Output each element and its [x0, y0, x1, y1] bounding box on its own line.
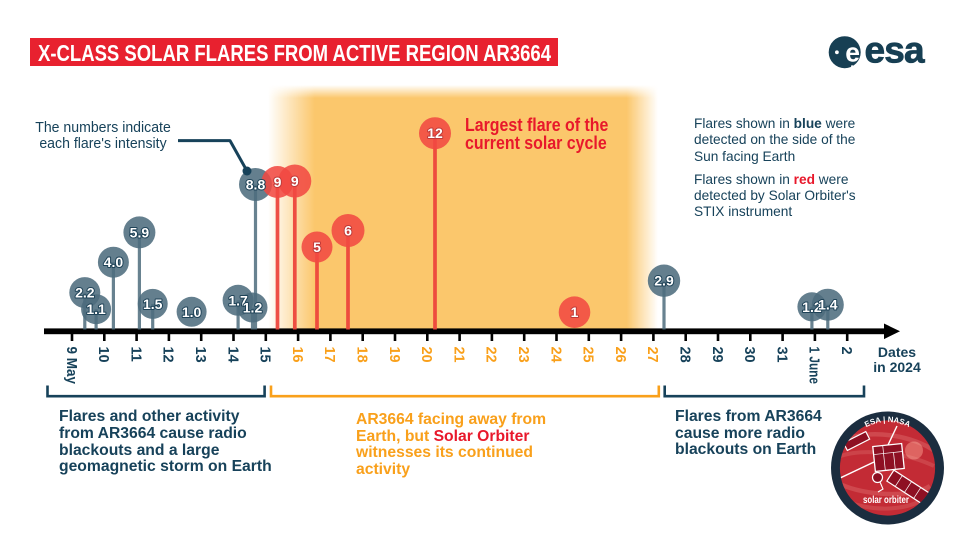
svg-text:1.2: 1.2 — [802, 299, 822, 315]
svg-text:e: e — [845, 38, 860, 68]
svg-text:18: 18 — [354, 347, 370, 363]
svg-text:1.0: 1.0 — [182, 304, 202, 320]
svg-text:15: 15 — [257, 347, 273, 363]
svg-text:22: 22 — [483, 347, 499, 363]
svg-text:30: 30 — [741, 347, 757, 363]
svg-text:8.8: 8.8 — [246, 177, 266, 193]
svg-text:9 May: 9 May — [63, 347, 79, 385]
svg-text:12: 12 — [160, 347, 176, 363]
svg-text:2.9: 2.9 — [654, 273, 674, 289]
svg-text:27: 27 — [644, 347, 660, 363]
svg-text:solar orbiter: solar orbiter — [863, 495, 909, 506]
svg-text:9: 9 — [291, 173, 299, 189]
svg-text:20: 20 — [418, 347, 434, 363]
svg-text:1 June: 1 June — [806, 347, 822, 385]
svg-text:13: 13 — [192, 347, 208, 363]
svg-text:4.0: 4.0 — [104, 254, 124, 270]
svg-text:1.5: 1.5 — [143, 296, 163, 312]
svg-text:esa: esa — [865, 29, 926, 70]
svg-text:1.4: 1.4 — [818, 297, 838, 313]
svg-text:5: 5 — [313, 239, 321, 255]
svg-text:17: 17 — [321, 347, 337, 363]
svg-text:31: 31 — [773, 347, 789, 363]
svg-text:1: 1 — [571, 304, 579, 320]
svg-text:29: 29 — [709, 347, 725, 363]
svg-text:28: 28 — [677, 347, 693, 363]
svg-text:5.9: 5.9 — [130, 224, 150, 240]
svg-text:21: 21 — [450, 347, 466, 363]
svg-text:25: 25 — [580, 347, 596, 363]
svg-text:1.1: 1.1 — [86, 301, 106, 317]
svg-text:23: 23 — [515, 347, 531, 363]
svg-text:16: 16 — [289, 347, 305, 363]
svg-text:14: 14 — [224, 347, 240, 363]
svg-text:11: 11 — [127, 347, 143, 362]
svg-text:24: 24 — [547, 347, 563, 363]
svg-text:6: 6 — [344, 223, 352, 239]
svg-text:2.2: 2.2 — [75, 285, 95, 301]
svg-text:10: 10 — [95, 347, 111, 363]
svg-text:2: 2 — [838, 347, 854, 355]
svg-text:1.7: 1.7 — [228, 292, 248, 308]
svg-text:9: 9 — [274, 174, 282, 190]
svg-text:26: 26 — [612, 347, 628, 363]
svg-text:12: 12 — [427, 125, 443, 141]
svg-text:1.2: 1.2 — [243, 300, 263, 316]
svg-text:19: 19 — [386, 347, 402, 363]
